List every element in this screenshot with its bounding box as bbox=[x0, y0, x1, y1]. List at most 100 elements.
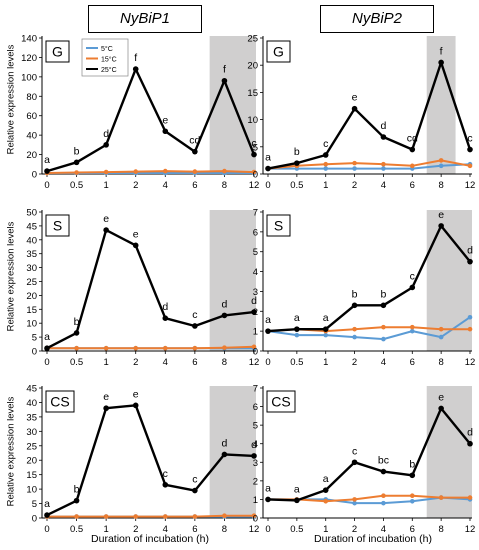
p3-data-point bbox=[162, 315, 169, 321]
p2-data-point bbox=[467, 163, 473, 169]
p2-significance-label: b bbox=[294, 146, 300, 158]
p1-data-point bbox=[103, 169, 109, 175]
p3-xtick-label: 0.5 bbox=[70, 357, 83, 368]
p5-significance-label: d bbox=[251, 439, 257, 451]
p5-ytick-label: 10 bbox=[26, 485, 37, 496]
p3-data-point bbox=[73, 330, 80, 336]
p2-data-point bbox=[381, 166, 386, 171]
p1-data-point bbox=[192, 169, 198, 174]
p3-ytick-label: 20 bbox=[26, 291, 37, 302]
p2-data-point bbox=[409, 163, 415, 169]
p2-data-point bbox=[381, 161, 386, 167]
p1-data-point bbox=[162, 168, 168, 174]
p4-significance-label: b bbox=[352, 288, 358, 300]
p3-ytick-label: 10 bbox=[26, 319, 37, 330]
p4-data-point bbox=[351, 302, 358, 309]
p5-significance-label: e bbox=[103, 391, 109, 403]
p6-data-point bbox=[322, 487, 329, 493]
p2-data-point bbox=[438, 158, 444, 163]
p2-xtick-label: 8 bbox=[438, 180, 443, 191]
p2-data-point bbox=[323, 166, 329, 171]
p4-data-point bbox=[438, 223, 444, 229]
p4-series-line bbox=[267, 316, 471, 341]
p5-xtick-label: 8 bbox=[222, 524, 227, 535]
p5-data-point bbox=[44, 512, 50, 518]
p3-data-point bbox=[162, 345, 168, 351]
p1-ytick-label: 20 bbox=[26, 150, 37, 161]
p5-significance-label: c bbox=[192, 474, 197, 486]
p1-significance-label: d bbox=[103, 128, 109, 140]
p4-data-point bbox=[409, 324, 415, 330]
p2-panel-label: G bbox=[273, 44, 284, 60]
p1-ytick-label: 140 bbox=[21, 34, 37, 45]
p4-ytick-label: 6 bbox=[253, 227, 258, 238]
p2-significance-label: e bbox=[352, 92, 358, 104]
p6-xtick-label: 0 bbox=[265, 524, 270, 535]
p2-panel-label-box bbox=[266, 40, 291, 63]
column-title-nybip2: NyBiP2 bbox=[320, 5, 434, 33]
p2-ytick-label: 10 bbox=[247, 115, 258, 126]
p4-significance-label: c bbox=[410, 270, 415, 282]
p6-xtick-label: 4 bbox=[381, 524, 386, 535]
p2-significance-label: cd bbox=[407, 133, 418, 145]
p3-shaded-region bbox=[209, 210, 256, 351]
p6-ytick-label: 5 bbox=[253, 421, 258, 432]
p3-significance-label: d bbox=[251, 295, 257, 307]
p4-significance-label: a bbox=[323, 312, 329, 324]
p4-data-point bbox=[409, 328, 415, 334]
p6-xtick-label: 2 bbox=[352, 524, 357, 535]
legend-label: 15°C bbox=[101, 56, 117, 64]
p4-data-point bbox=[294, 332, 300, 338]
p1-xtick-label: 2 bbox=[133, 180, 138, 191]
p1-xtick-label: 1 bbox=[103, 180, 108, 191]
p6-data-point bbox=[409, 498, 415, 504]
p1-significance-label: f bbox=[134, 52, 137, 64]
p2-ytick-label: 25 bbox=[247, 34, 258, 45]
p2-data-point bbox=[380, 134, 387, 140]
legend-label: 25°C bbox=[101, 66, 117, 74]
p1-significance-label: b bbox=[74, 145, 80, 157]
p6-xtick-label: 1 bbox=[323, 524, 328, 535]
p1-series-line bbox=[46, 170, 255, 174]
ylabel-row-2: Relative expression levels bbox=[5, 221, 17, 332]
p3-data-point bbox=[251, 309, 257, 315]
p4-data-point bbox=[438, 334, 444, 340]
p4-shaded-region bbox=[426, 210, 472, 351]
p5-data-point bbox=[162, 481, 169, 488]
p4-data-point bbox=[467, 314, 473, 320]
p6-xtick-label: 12 bbox=[465, 524, 476, 535]
p5-ytick-label: 40 bbox=[26, 398, 37, 409]
p2-data-point bbox=[352, 166, 357, 171]
p6-ytick-label: 2 bbox=[253, 476, 258, 487]
p5-significance-label: c bbox=[163, 468, 168, 480]
p2-data-point bbox=[323, 161, 329, 167]
p2-significance-label: c bbox=[323, 138, 328, 150]
p1-ytick-label: 120 bbox=[21, 53, 37, 64]
p4-ytick-label: 0 bbox=[253, 347, 258, 358]
p5-xtick-label: 1 bbox=[103, 524, 108, 535]
p3-xtick-label: 0 bbox=[44, 357, 49, 368]
p2-data-point bbox=[265, 165, 271, 172]
p4-data-point bbox=[352, 326, 357, 332]
p3-data-point bbox=[221, 312, 228, 319]
p4-ytick-label: 3 bbox=[253, 287, 258, 298]
p6-data-point bbox=[265, 496, 271, 503]
p3-data-point bbox=[103, 345, 109, 351]
p5-data-point bbox=[133, 514, 139, 519]
p3-ytick-label: 45 bbox=[26, 221, 37, 232]
p1-data-point bbox=[133, 169, 139, 174]
p3-ytick-label: 25 bbox=[26, 277, 37, 288]
p1-significance-label: e bbox=[162, 114, 168, 126]
p3-significance-label: c bbox=[192, 309, 197, 321]
p5-xtick-label: 0.5 bbox=[70, 524, 83, 535]
p4-xtick-label: 0 bbox=[265, 357, 270, 368]
p6-data-point bbox=[294, 497, 300, 504]
p6-data-point bbox=[352, 497, 357, 502]
p1-xtick-label: 0.5 bbox=[70, 180, 83, 191]
p6-significance-label: c bbox=[352, 445, 357, 457]
p2-data-point bbox=[352, 160, 357, 166]
p2-series-line bbox=[268, 163, 471, 170]
p5-xtick-label: 2 bbox=[133, 524, 138, 535]
